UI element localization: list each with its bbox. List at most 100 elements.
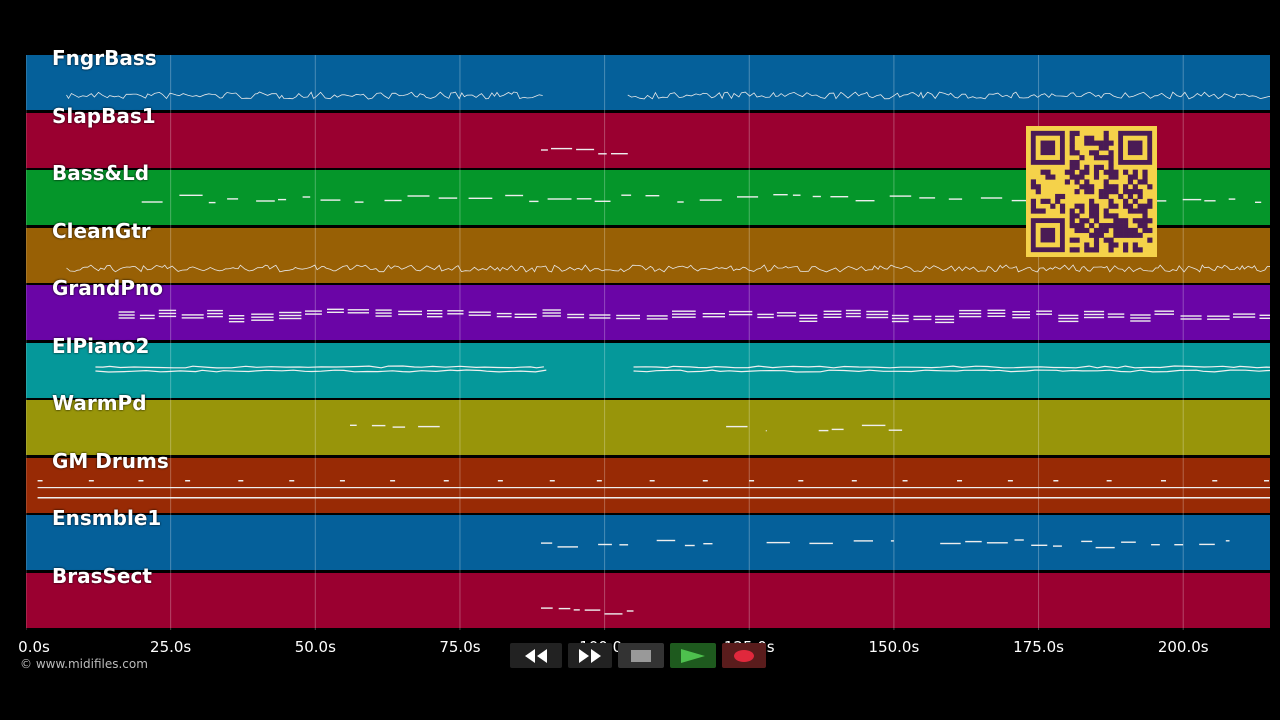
note: [279, 314, 302, 317]
note: [823, 310, 842, 312]
drum-hit: [1161, 479, 1167, 481]
note: [542, 315, 561, 317]
track-lane: GrandPno: [26, 276, 1270, 340]
play-icon: [681, 648, 705, 663]
note: [1011, 199, 1036, 202]
note: [619, 544, 629, 546]
note: [728, 313, 753, 316]
note-region: [541, 147, 628, 154]
note: [305, 310, 322, 312]
note: [890, 540, 894, 542]
note: [672, 313, 696, 315]
note: [354, 201, 364, 203]
drum-hit: [1053, 479, 1059, 481]
note: [948, 198, 963, 200]
note: [468, 197, 493, 199]
note: [1130, 317, 1151, 319]
note: [398, 313, 422, 316]
note: [1207, 315, 1230, 317]
note: [468, 314, 491, 316]
note: [567, 313, 585, 316]
note: [812, 195, 821, 198]
note: [737, 196, 759, 198]
note: [427, 310, 443, 312]
fast-forward-button[interactable]: [568, 643, 612, 668]
drum-hit: [798, 479, 804, 481]
note: [384, 199, 402, 202]
note: [1036, 313, 1052, 315]
note: [447, 310, 464, 312]
note: [447, 313, 464, 315]
note: [1259, 314, 1270, 316]
note: [181, 314, 204, 316]
drum-hit: [185, 479, 191, 481]
note: [418, 425, 440, 428]
note: [505, 194, 524, 197]
note: [327, 308, 344, 310]
record-button[interactable]: [722, 643, 766, 668]
play-button[interactable]: [670, 643, 716, 668]
drum-hit: [1007, 479, 1013, 481]
note: [158, 315, 177, 318]
note: [551, 147, 573, 149]
note: [672, 316, 696, 318]
note: [207, 309, 223, 312]
drum-hit: [339, 479, 345, 481]
note: [598, 543, 612, 546]
note: [1199, 543, 1215, 546]
note: [645, 195, 660, 197]
track-name: GrandPno: [52, 276, 163, 300]
note: [677, 201, 684, 203]
note-region: [541, 606, 634, 615]
note: [959, 309, 982, 312]
note: [959, 312, 982, 315]
track-lane: BrasSect: [26, 564, 1270, 628]
track-name: SlapBas1: [52, 103, 156, 128]
note: [256, 200, 275, 202]
note: [514, 316, 537, 318]
drum-hit: [390, 479, 396, 481]
note: [1154, 310, 1174, 312]
note: [616, 317, 640, 320]
note: [320, 199, 341, 201]
note: [251, 316, 274, 318]
note: [699, 199, 722, 201]
note: [228, 315, 245, 317]
time-tick-label: 25.0s: [150, 638, 192, 656]
note: [940, 542, 961, 545]
note: [1182, 198, 1202, 201]
note: [935, 318, 955, 321]
note: [891, 314, 909, 317]
drum-hits: [37, 486, 1270, 488]
note: [987, 312, 1006, 314]
rewind-button[interactable]: [510, 643, 562, 668]
track-name: CleanGtr: [52, 218, 151, 243]
drum-hit: [902, 479, 908, 481]
note: [1084, 313, 1105, 316]
note: [1180, 315, 1202, 317]
note: [576, 198, 592, 200]
note: [327, 311, 344, 313]
note: [1130, 320, 1151, 322]
note: [1012, 314, 1030, 316]
note: [656, 539, 676, 542]
note-line: [95, 364, 544, 369]
note: [913, 315, 932, 318]
note: [853, 540, 873, 542]
drum-hit: [549, 479, 555, 481]
transport-controls: [510, 643, 766, 668]
note: [776, 315, 797, 317]
note: [141, 201, 163, 203]
drum-hits: [37, 496, 1270, 498]
note: [496, 312, 512, 315]
note: [702, 316, 725, 318]
stop-button[interactable]: [618, 643, 664, 668]
note: [594, 200, 611, 202]
note: [891, 320, 909, 323]
note: [621, 194, 632, 196]
note: [139, 317, 155, 320]
note: [567, 316, 585, 319]
track-lane: FngrBass: [26, 46, 1270, 110]
note: [672, 310, 696, 312]
note: [1012, 317, 1030, 319]
